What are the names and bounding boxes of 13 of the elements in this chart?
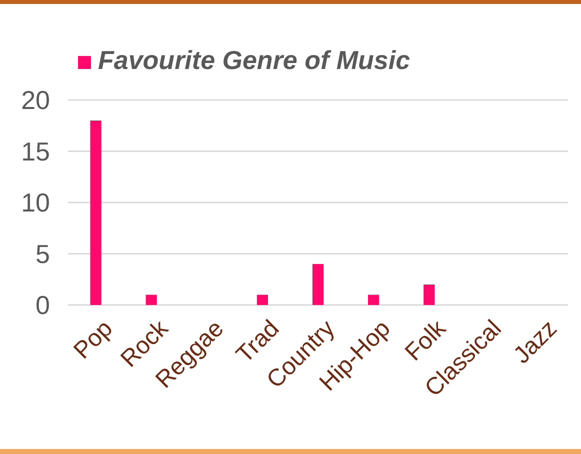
y-tick-label: 0 [36,290,50,320]
y-tick-label: 5 [36,238,50,269]
y-tick-label: 15 [21,136,50,166]
bar [312,264,324,305]
x-tick-label: Pop [68,315,118,364]
y-tick-label: 20 [21,85,50,116]
bar [424,284,435,305]
bar [146,294,157,305]
y-tick-label: 10 [21,188,50,218]
bar [368,294,380,305]
legend-label: Favourite Genre of Music [98,45,411,75]
bar [256,294,268,305]
bar [90,120,102,305]
